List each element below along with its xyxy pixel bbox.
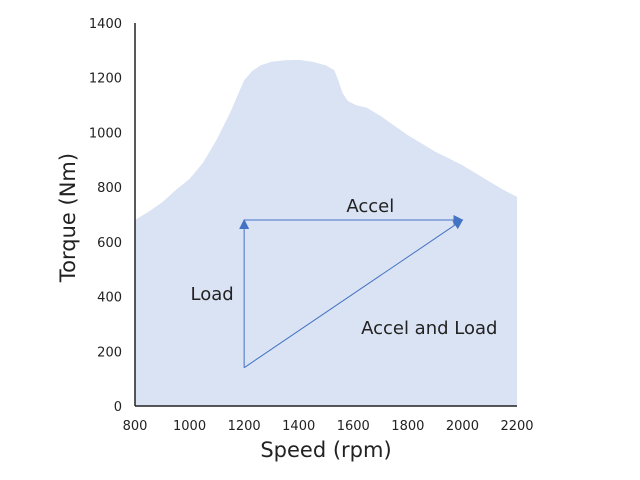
x-tick-label: 800 [123,419,148,434]
accel-label: Accel [346,196,394,217]
x-tick-label: 1600 [337,419,370,434]
y-tick-label: 0 [114,400,122,415]
x-tick-label: 1400 [282,419,315,434]
accel-and-load-label: Accel and Load [361,318,497,339]
x-tick-label: 1000 [173,419,206,434]
x-tick-label: 1200 [228,419,261,434]
x-tick-label: 2000 [446,419,479,434]
y-tick-label: 1400 [89,17,122,32]
y-axis-title: Torque (Nm) [56,153,80,283]
torque-envelope-area [135,60,517,406]
y-tick-label: 200 [97,345,122,360]
x-tick-label: 2200 [500,419,533,434]
y-tick-label: 1000 [89,126,122,141]
x-axis-title: Speed (rpm) [260,438,391,462]
x-tick-label: 1800 [391,419,424,434]
y-tick-label: 1200 [89,72,122,87]
y-tick-label: 400 [97,291,122,306]
y-tick-label: 600 [97,236,122,251]
load-label: Load [191,284,234,305]
y-tick-label: 800 [97,181,122,196]
